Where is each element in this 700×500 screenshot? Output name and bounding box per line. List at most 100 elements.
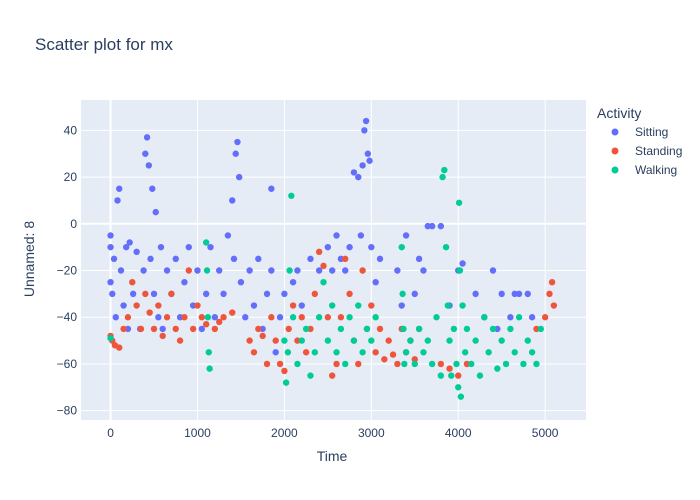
data-point: [216, 267, 223, 274]
data-point: [333, 360, 340, 368]
data-point: [541, 314, 549, 321]
data-point: [281, 290, 288, 298]
data-point: [546, 290, 553, 298]
data-point: [232, 150, 239, 157]
y-tick-label: 20: [64, 170, 78, 184]
data-point: [511, 349, 518, 356]
data-point: [411, 360, 418, 368]
data-point: [315, 314, 323, 321]
data-point: [276, 314, 284, 321]
data-point: [157, 243, 165, 251]
data-point: [298, 337, 305, 344]
data-point: [246, 337, 253, 344]
data-point: [459, 302, 466, 309]
x-tick-label: 4000: [445, 426, 472, 440]
data-point: [424, 337, 432, 344]
data-point: [206, 365, 213, 372]
data-point: [324, 243, 332, 251]
data-point: [133, 302, 140, 309]
y-axis-title: Unnamed: 8: [21, 221, 37, 297]
y-axis-ticks: −80 −60 −40 −20 0 20 40: [57, 123, 78, 417]
data-point: [498, 290, 505, 298]
x-axis-ticks: 0 1000 2000 3000 4000 5000: [107, 426, 559, 440]
data-point: [455, 199, 463, 206]
data-point: [268, 314, 275, 321]
data-point: [159, 332, 166, 340]
data-point: [311, 349, 319, 356]
data-point: [112, 314, 119, 321]
data-point: [185, 243, 192, 251]
data-point: [143, 134, 151, 141]
data-point: [342, 267, 349, 274]
legend-item-sitting[interactable]: Sitting: [611, 125, 669, 139]
data-point: [198, 314, 206, 321]
data-point: [298, 314, 305, 321]
data-point: [420, 349, 427, 356]
data-point: [333, 232, 340, 239]
data-point: [456, 267, 464, 274]
series-sitting: [107, 117, 536, 356]
data-point: [116, 185, 123, 192]
data-point: [152, 208, 159, 216]
data-point: [250, 302, 258, 309]
data-point: [328, 302, 336, 309]
data-point: [235, 173, 243, 181]
data-point: [368, 337, 375, 344]
data-point: [181, 314, 188, 321]
data-point: [114, 197, 121, 204]
series-walking: [107, 166, 545, 400]
data-point: [350, 337, 358, 344]
data-point: [289, 302, 297, 309]
data-point: [116, 344, 123, 351]
data-point: [107, 243, 114, 251]
data-point: [398, 302, 405, 309]
data-point: [194, 302, 201, 309]
data-point: [145, 162, 152, 169]
x-tick-label: 0: [107, 426, 114, 440]
data-point: [289, 278, 297, 286]
data-point: [124, 314, 132, 321]
data-point: [498, 337, 505, 344]
y-tick-label: −40: [57, 310, 78, 324]
data-point: [137, 325, 145, 333]
data-point: [107, 232, 114, 239]
data-point: [389, 351, 397, 358]
data-point: [359, 162, 366, 169]
data-point: [442, 243, 450, 251]
data-point: [202, 290, 210, 298]
data-point: [376, 255, 384, 263]
data-point: [448, 372, 455, 379]
data-point: [172, 255, 179, 263]
legend-item-walking[interactable]: Walking: [611, 163, 678, 177]
data-point: [107, 278, 114, 286]
data-point: [461, 349, 469, 356]
data-point: [150, 290, 158, 298]
data-point: [281, 337, 288, 344]
data-point: [428, 360, 436, 368]
data-point: [172, 325, 179, 333]
data-point: [255, 325, 262, 333]
data-point: [437, 372, 445, 379]
data-point: [428, 222, 436, 230]
data-point: [489, 325, 497, 333]
data-point: [320, 262, 327, 270]
data-point: [524, 337, 531, 344]
data-point: [415, 325, 423, 333]
data-point: [472, 337, 479, 344]
data-point: [437, 222, 445, 230]
data-point: [402, 232, 410, 239]
data-point: [342, 360, 349, 368]
data-point: [489, 267, 497, 274]
data-point: [155, 302, 162, 309]
data-point: [246, 267, 253, 274]
data-point: [315, 248, 323, 256]
data-point: [129, 290, 137, 298]
data-point: [548, 278, 556, 286]
data-point: [415, 255, 423, 263]
data-point: [363, 325, 371, 333]
data-point: [268, 185, 275, 192]
legend-item-standing[interactable]: Standing: [611, 144, 683, 158]
data-point: [455, 372, 462, 379]
data-point: [150, 325, 158, 333]
data-point: [259, 332, 266, 340]
